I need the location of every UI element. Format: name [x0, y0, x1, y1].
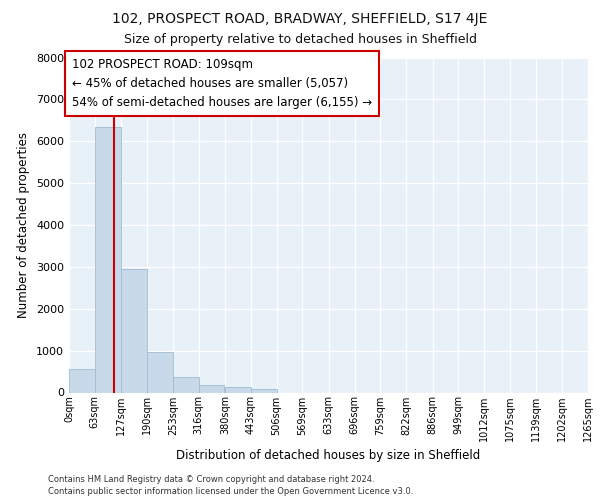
Text: Size of property relative to detached houses in Sheffield: Size of property relative to detached ho… [124, 32, 476, 46]
Bar [225, 388, 251, 392]
Bar [199, 385, 224, 392]
Text: 102 PROSPECT ROAD: 109sqm
← 45% of detached houses are smaller (5,057)
54% of se: 102 PROSPECT ROAD: 109sqm ← 45% of detac… [71, 58, 372, 109]
Bar [147, 352, 173, 393]
Bar [69, 369, 95, 392]
Bar [121, 269, 147, 392]
Text: Contains HM Land Registry data © Crown copyright and database right 2024.: Contains HM Land Registry data © Crown c… [48, 475, 374, 484]
X-axis label: Distribution of detached houses by size in Sheffield: Distribution of detached houses by size … [176, 449, 481, 462]
Bar [95, 126, 121, 392]
Y-axis label: Number of detached properties: Number of detached properties [17, 132, 31, 318]
Bar [251, 389, 277, 392]
Text: Contains public sector information licensed under the Open Government Licence v3: Contains public sector information licen… [48, 487, 413, 496]
Text: 102, PROSPECT ROAD, BRADWAY, SHEFFIELD, S17 4JE: 102, PROSPECT ROAD, BRADWAY, SHEFFIELD, … [112, 12, 488, 26]
Bar [173, 376, 199, 392]
